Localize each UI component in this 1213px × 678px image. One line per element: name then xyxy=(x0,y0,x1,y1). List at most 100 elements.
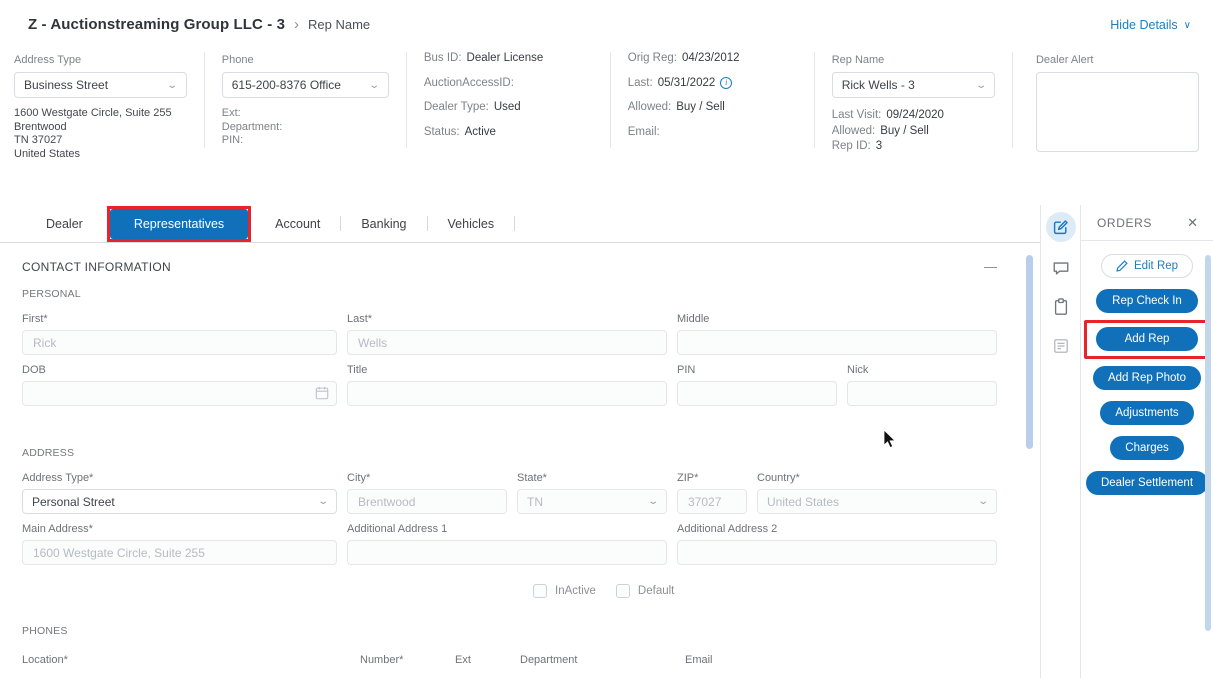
country-select[interactable]: United States ⌄ xyxy=(757,489,997,514)
first-name-input[interactable] xyxy=(22,330,337,355)
last-name-input[interactable] xyxy=(347,330,667,355)
phone-ext: Ext: xyxy=(221,107,241,119)
dealer-alert-textarea[interactable] xyxy=(1035,72,1199,152)
last-visit-label: Last Visit: xyxy=(831,109,882,121)
business-column: Bus ID: Dealer License AuctionAccessID: D… xyxy=(424,50,593,200)
allowed-value: Buy / Sell xyxy=(676,101,725,113)
comment-icon[interactable] xyxy=(1048,255,1074,281)
title-field-group: Title xyxy=(347,364,667,406)
chevron-down-icon: ⌄ xyxy=(368,79,381,91)
hide-details-link[interactable]: Hide Details ∨ xyxy=(1110,18,1191,32)
title-label: Title xyxy=(347,364,368,376)
dealer-settlement-button[interactable]: Dealer Settlement xyxy=(1085,471,1209,495)
annotation-red-box: Representatives xyxy=(106,205,252,242)
collapse-section-button[interactable]: — xyxy=(984,259,997,274)
divider xyxy=(1040,205,1041,678)
default-checkbox-label: Default xyxy=(637,585,675,597)
breadcrumb-rep-name: Rep Name xyxy=(308,17,371,32)
first-name-field-group: First* xyxy=(22,313,337,355)
middle-name-input[interactable] xyxy=(677,330,997,355)
last-name-label: Last* xyxy=(347,313,373,325)
phone-value: 615-200-8376 Office xyxy=(231,78,341,92)
orig-reg-value: 04/23/2012 xyxy=(681,52,740,64)
additional-address-1-input[interactable] xyxy=(347,540,667,565)
bus-id-label: Bus ID: xyxy=(423,52,462,64)
zip-input[interactable] xyxy=(677,489,747,514)
first-name-label: First* xyxy=(22,313,48,325)
tab-vehicles[interactable]: Vehicles xyxy=(447,216,495,231)
pin-label: PIN xyxy=(677,364,696,376)
edit-rep-label: Edit Rep xyxy=(1133,260,1179,272)
dealer-alert-column: Dealer Alert xyxy=(1030,50,1199,200)
rep-name-select[interactable]: Rick Wells - 3 ⌄ xyxy=(831,72,995,98)
tab-representatives[interactable]: Representatives xyxy=(109,208,249,239)
phones-column-headers: Location* Number* Ext Department Email xyxy=(22,654,1022,666)
adjustments-button[interactable]: Adjustments xyxy=(1100,401,1194,425)
additional-address-1-label: Additional Address 1 xyxy=(347,523,448,535)
divider xyxy=(203,52,205,148)
dealer-title: Z - Auctionstreaming Group LLC - 3 xyxy=(28,16,286,33)
additional-address-2-label: Additional Address 2 xyxy=(677,523,778,535)
city-input[interactable] xyxy=(347,489,507,514)
country-value: United States xyxy=(767,494,840,509)
divider xyxy=(1011,52,1013,148)
clipboard-icon[interactable] xyxy=(1048,294,1074,320)
phone-select[interactable]: 615-200-8376 Office ⌄ xyxy=(221,72,389,98)
hide-details-label: Hide Details xyxy=(1110,18,1178,32)
close-icon[interactable]: ✕ xyxy=(1187,214,1198,230)
address-type-field-value: Personal Street xyxy=(32,494,115,509)
checkbox-icon xyxy=(533,584,547,598)
main-address-input[interactable] xyxy=(22,540,337,565)
address-type-label: Address Type xyxy=(14,54,82,66)
content-scrollbar[interactable] xyxy=(1026,255,1033,449)
address-type-select[interactable]: Business Street ⌄ xyxy=(14,72,187,98)
rep-check-in-button[interactable]: Rep Check In xyxy=(1096,289,1198,313)
pin-field-group: PIN xyxy=(677,364,837,406)
calendar-icon[interactable] xyxy=(315,386,329,405)
allowed-label: Allowed: xyxy=(627,101,672,113)
phone-location-label: Location* xyxy=(22,654,68,666)
additional-address-2-input[interactable] xyxy=(677,540,997,565)
info-icon[interactable]: i xyxy=(720,76,733,89)
chevron-down-icon: ⌄ xyxy=(974,79,987,91)
state-field-group: State* TN ⌄ xyxy=(517,472,667,514)
chevron-down-icon: ∨ xyxy=(1183,19,1191,31)
tab-banking[interactable]: Banking xyxy=(361,216,407,231)
pin-input[interactable] xyxy=(677,381,837,406)
personal-section-title: PERSONAL xyxy=(22,288,81,300)
default-checkbox[interactable]: Default xyxy=(615,584,675,598)
add-rep-button[interactable]: Add Rep xyxy=(1096,327,1198,351)
dob-input[interactable] xyxy=(22,381,337,406)
oem-list-icon[interactable] xyxy=(1048,333,1074,359)
address-line: 1600 Westgate Circle, Suite 255 xyxy=(14,107,172,119)
nick-input[interactable] xyxy=(847,381,997,406)
edit-rep-button[interactable]: Edit Rep xyxy=(1100,254,1194,278)
charges-button[interactable]: Charges xyxy=(1110,436,1184,460)
tab-account[interactable]: Account xyxy=(275,216,321,231)
dealer-details-panel: Address Type Business Street ⌄ 1600 West… xyxy=(14,50,1199,200)
main-address-field-group: Main Address* xyxy=(22,523,337,565)
address-type-value: Business Street xyxy=(24,78,109,92)
title-input[interactable] xyxy=(347,381,667,406)
add-rep-photo-button[interactable]: Add Rep Photo xyxy=(1092,366,1201,390)
side-icon-strip xyxy=(1041,205,1080,678)
tab-dealer[interactable]: Dealer xyxy=(46,216,83,231)
inactive-checkbox[interactable]: InActive xyxy=(533,584,596,598)
orders-scrollbar[interactable] xyxy=(1205,255,1211,631)
nick-field-group: Nick xyxy=(847,364,997,406)
contact-information-title: CONTACT INFORMATION xyxy=(22,260,172,274)
chevron-down-icon: ⌄ xyxy=(976,496,989,507)
tab-separator xyxy=(426,216,428,231)
edit-icon[interactable] xyxy=(1045,212,1076,242)
rep-allowed-value: Buy / Sell xyxy=(880,124,929,137)
pencil-icon xyxy=(1116,260,1128,272)
zip-label: ZIP* xyxy=(677,472,699,484)
status-value: Active xyxy=(464,125,496,138)
middle-name-field-group: Middle xyxy=(677,313,997,355)
address-type-field-select[interactable]: Personal Street ⌄ xyxy=(22,489,337,514)
state-select[interactable]: TN ⌄ xyxy=(517,489,667,514)
phone-pin: PIN: xyxy=(221,134,244,146)
annotation-red-box: Add Rep xyxy=(1084,320,1210,359)
dealer-type-label: Dealer Type: xyxy=(423,101,489,113)
